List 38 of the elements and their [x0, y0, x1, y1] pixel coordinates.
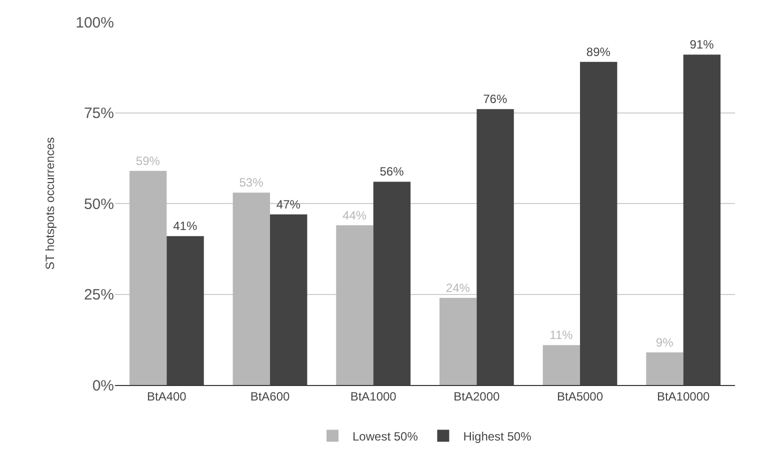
bar [129, 170, 167, 385]
bar [542, 345, 580, 385]
x-tick-label: BtA2000 [454, 389, 500, 404]
y-tick-label: 100% [76, 14, 114, 32]
data-label: 91% [690, 38, 714, 52]
bar [476, 109, 514, 385]
y-tick-label: 0% [92, 377, 114, 394]
bar [580, 62, 618, 385]
data-label: 53% [239, 176, 264, 190]
data-label: 47% [276, 197, 301, 212]
data-label: 11% [550, 328, 574, 342]
y-tick-label: 75% [84, 105, 114, 122]
y-tick-label: 25% [84, 286, 114, 304]
x-tick-label: BtA5000 [556, 389, 604, 404]
legend-label: Highest 50% [463, 429, 532, 444]
x-tick-label: BtA400 [146, 389, 187, 404]
data-label: 76% [483, 92, 508, 106]
data-label: 56% [380, 164, 404, 179]
x-tick-label: BtA600 [250, 389, 290, 404]
bar [683, 54, 721, 385]
y-tick-label: 50% [84, 196, 114, 213]
data-label: 24% [446, 280, 470, 295]
y-axis-title: ST hotspots occurrences [42, 137, 57, 270]
bar [232, 192, 270, 385]
bar [646, 352, 684, 385]
x-tick-label: BtA10000 [656, 389, 710, 404]
bar [439, 298, 477, 385]
bar [373, 182, 411, 385]
data-label: 9% [656, 335, 674, 350]
bar [270, 214, 308, 385]
data-label: 89% [586, 44, 611, 59]
bar [166, 236, 204, 385]
data-label: 44% [342, 208, 367, 222]
data-label: 59% [136, 154, 160, 168]
x-tick-label: BtA1000 [350, 389, 397, 404]
legend-label: Lowest 50% [352, 429, 418, 444]
data-label: 41% [173, 219, 198, 234]
bar [336, 225, 374, 385]
